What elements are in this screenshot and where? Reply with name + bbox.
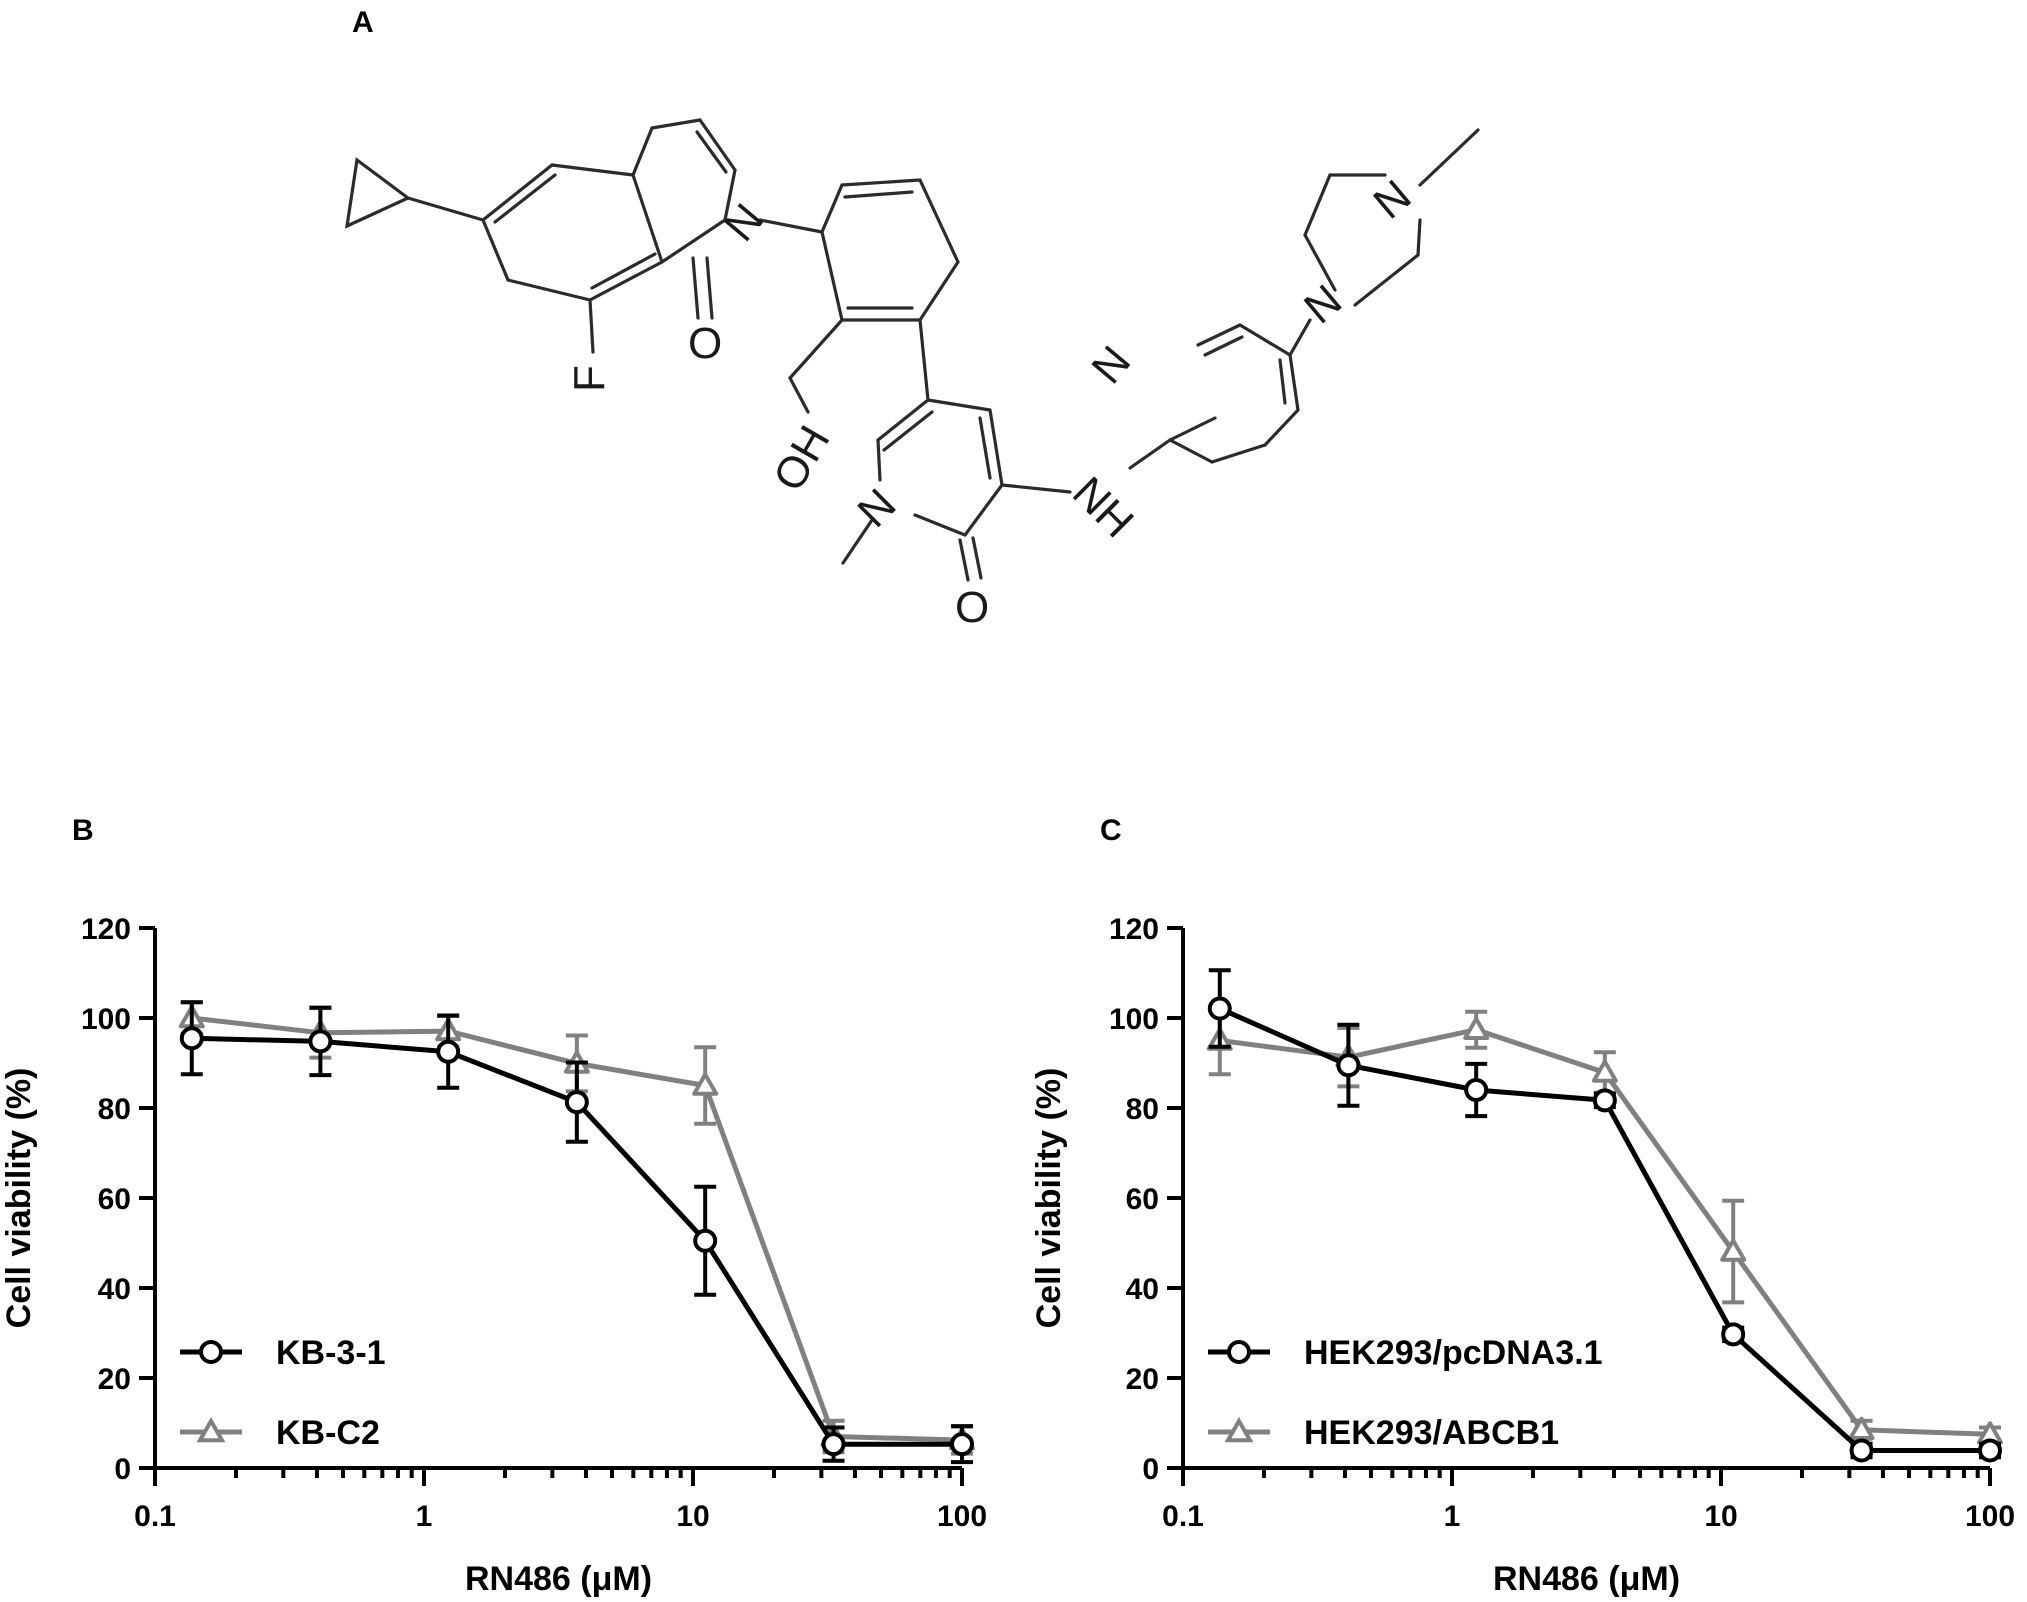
x-axis-title: RN486 (μM): [1493, 1560, 1680, 1598]
legend-marker-circle: [1227, 1340, 1251, 1364]
data-point-circle: [693, 1228, 718, 1253]
data-point-circle: [1849, 1438, 1874, 1463]
y-tick-label: 20: [98, 1363, 131, 1396]
data-point-circle: [950, 1432, 974, 1457]
atom-o-carbonyl-label: O: [688, 319, 722, 368]
x-axis-title: RN486 (μM): [465, 1560, 652, 1598]
atom-n-isoquinolinone-label: N: [715, 195, 773, 251]
data-point-circle: [1592, 1088, 1617, 1113]
data-point-triangle: [1720, 1238, 1747, 1262]
atom-f-label: F: [565, 365, 614, 392]
y-tick-label: 60: [98, 1183, 131, 1216]
y-tick-label: 20: [1126, 1363, 1159, 1396]
legend-label-gray: HEK293/ABCB1: [1304, 1414, 1559, 1452]
y-tick-label: 120: [1109, 913, 1159, 946]
y-tick-label: 100: [1109, 1003, 1159, 1036]
chart-panel-b: 0 20 40 60 80 100 120 0.1 1 10 100 RN486 (μM) Cell v…: [0, 913, 987, 1598]
data-point-circle: [179, 1026, 204, 1051]
chemical-structure: [344, 118, 1480, 582]
data-point-circle: [564, 1090, 589, 1115]
x-tick-label: 10: [1704, 1500, 1737, 1533]
x-tick-label: 0.1: [134, 1500, 176, 1533]
legend-marker-circle: [199, 1340, 223, 1364]
data-point-triangle: [692, 1072, 719, 1096]
data-point-circle: [436, 1039, 461, 1064]
atom-n-piperazine-label: N: [1295, 275, 1351, 333]
panel-label-c: C: [1100, 814, 1122, 847]
data-point-triangle: [1463, 1016, 1490, 1040]
data-point-triangle: [1848, 1416, 1875, 1440]
y-axis-title: Cell viability (%): [0, 1068, 38, 1329]
panel-label-a: A: [352, 6, 374, 39]
data-point-circle: [1978, 1438, 2002, 1463]
legend-label-gray: KB-C2: [276, 1414, 380, 1452]
y-tick-label: 120: [81, 913, 131, 946]
atom-n-pyridine-label: N: [1082, 337, 1140, 393]
panel-label-b: B: [72, 814, 94, 847]
data-point-circle: [1336, 1053, 1361, 1078]
x-tick-label: 100: [1965, 1500, 2015, 1533]
data-point-circle: [1207, 996, 1232, 1021]
data-point-circle: [1464, 1078, 1489, 1102]
x-tick-label: 1: [1444, 1500, 1461, 1533]
data-point-circle: [1721, 1322, 1746, 1347]
data-point-triangle: [1591, 1059, 1618, 1083]
data-point-circle: [308, 1029, 333, 1054]
y-tick-label: 80: [1126, 1093, 1159, 1126]
atom-o-pyridone-label: O: [955, 583, 989, 632]
y-tick-label: 60: [1126, 1183, 1159, 1216]
y-axis-title: Cell viability (%): [1030, 1068, 1068, 1329]
atom-n-pyridone-label: N: [848, 480, 905, 537]
y-tick-label: 0: [114, 1453, 131, 1486]
atom-oh-label: OH: [764, 418, 839, 500]
x-tick-label: 10: [676, 1500, 709, 1533]
legend-label-black: HEK293/pcDNA3.1: [1304, 1334, 1603, 1372]
chart-panel-c: 0 20 40 60 80 100 120 0.1 1 10 100 RN486 (μM) Cell v…: [1030, 913, 2015, 1598]
atom-n-methylpiperazine-label: N: [1365, 171, 1421, 229]
legend-label-black: KB-3-1: [276, 1334, 386, 1372]
x-tick-label: 1: [416, 1500, 433, 1533]
y-tick-label: 0: [1142, 1453, 1159, 1486]
legend-marker-triangle: [1224, 1416, 1254, 1443]
atom-nh-label: NH: [1063, 468, 1143, 548]
x-tick-label: 100: [937, 1500, 987, 1533]
y-tick-label: 40: [1126, 1273, 1159, 1306]
legend-marker-triangle: [196, 1416, 226, 1443]
y-tick-label: 40: [98, 1273, 131, 1306]
y-tick-label: 80: [98, 1093, 131, 1126]
y-tick-label: 100: [81, 1003, 131, 1036]
data-point-circle: [821, 1432, 846, 1457]
x-tick-label: 0.1: [1162, 1500, 1204, 1533]
